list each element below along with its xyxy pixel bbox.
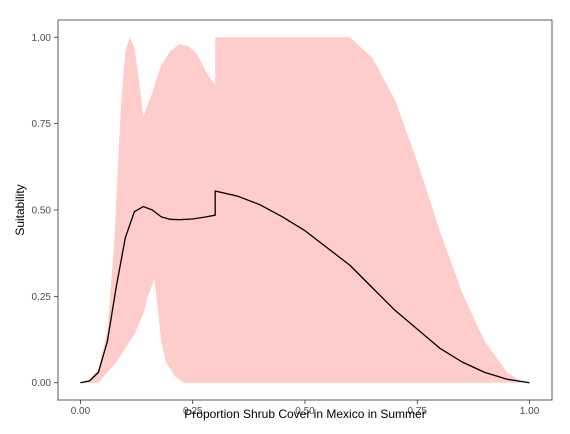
y-tick-label: 1.00 <box>32 33 52 44</box>
confidence-ribbon <box>80 37 530 383</box>
x-axis-title: Proportion Shrub Cover in Mexico in Summ… <box>184 407 425 421</box>
x-tick-label: 0.50 <box>295 406 315 417</box>
plot-area <box>80 37 530 384</box>
x-tick-label: 1.00 <box>520 406 540 417</box>
x-tick-label: 0.75 <box>408 406 428 417</box>
suitability-line <box>80 190 530 384</box>
y-tick-label: 0.00 <box>32 378 52 389</box>
y-axis-title: Suitability <box>13 184 27 235</box>
x-tick-label: 0.25 <box>183 406 203 417</box>
x-axis: 0.00 0.25 0.50 0.75 1.00 <box>71 400 540 417</box>
y-tick-label: 0.50 <box>32 206 52 217</box>
y-tick-label: 0.25 <box>32 292 52 303</box>
x-tick-label: 0.00 <box>71 406 91 417</box>
y-tick-label: 0.75 <box>32 119 52 130</box>
y-axis: 0.00 0.25 0.50 0.75 1.00 <box>32 33 58 389</box>
